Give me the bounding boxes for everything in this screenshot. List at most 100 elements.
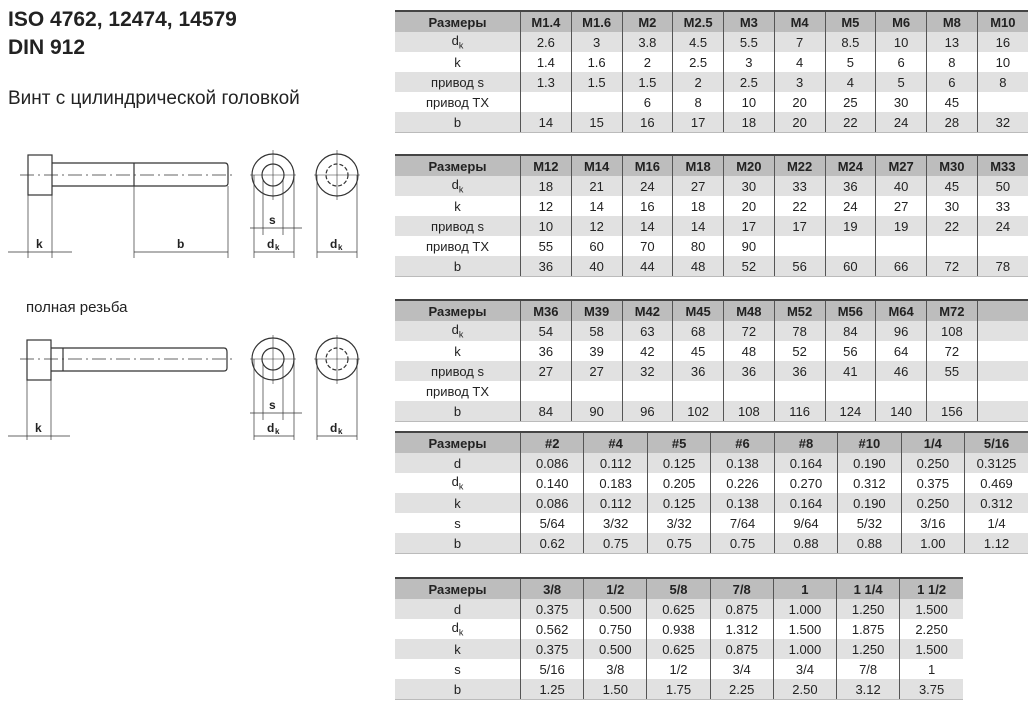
row-label-text: b — [453, 258, 462, 274]
table-cell: 0.312 — [964, 493, 1028, 513]
table-cell: 44 — [621, 256, 673, 277]
row-label-text: d — [451, 322, 459, 338]
table-cell: 2.5 — [723, 72, 775, 92]
row-label: k — [395, 52, 521, 72]
table-cell: 13 — [926, 32, 978, 52]
table-cell: 3/32 — [583, 513, 648, 533]
table-cell: 33 — [773, 176, 825, 196]
dim-dk-sub: k — [275, 427, 280, 436]
table-cell: 0.190 — [837, 493, 902, 513]
table-cell: 5/32 — [837, 513, 902, 533]
row-label-text: s — [454, 515, 461, 531]
table-cell: 96 — [875, 321, 927, 341]
table-cell: 33 — [976, 196, 1028, 216]
dim-dk-label: d — [330, 237, 337, 251]
table-cell: 60 — [570, 236, 622, 256]
column-header: #2 — [519, 431, 584, 453]
table-cell: 20 — [773, 112, 825, 133]
column-header: M39 — [570, 299, 622, 321]
table-cell: 24 — [824, 196, 876, 216]
table-cell: 16 — [621, 196, 673, 216]
row-label-text: b — [453, 114, 462, 130]
table-cell: 0.625 — [646, 599, 711, 619]
table-cell: 0.375 — [519, 639, 584, 659]
column-header: Размеры — [395, 299, 521, 321]
column-header: M3 — [723, 10, 775, 32]
table-cell — [976, 92, 1028, 112]
size-table: Размеры #2 #4 #5 #6 #8 #10 1/4 5/16 d 0.086 0.112 0.… — [395, 431, 1028, 554]
column-header: M27 — [875, 154, 927, 176]
table-row: k 0.375 0.500 0.625 0.875 1.000 1.250 1.500 — [395, 639, 963, 659]
row-label: привод TX — [395, 381, 521, 401]
partial-thread-screw-drawing — [8, 154, 235, 258]
table-cell: 0.112 — [583, 493, 648, 513]
table-cell — [824, 236, 876, 256]
table-cell: 0.250 — [900, 493, 965, 513]
column-header: M20 — [723, 154, 775, 176]
row-label-text: b — [453, 403, 462, 419]
table-cell: 0.3125 — [964, 453, 1028, 473]
column-header: 1 — [772, 577, 837, 599]
table-cell: 42 — [621, 341, 673, 361]
table-cell: 36 — [824, 176, 876, 196]
row-label-text: k — [454, 198, 461, 214]
table-cell: 72 — [723, 321, 775, 341]
title-din: DIN 912 — [8, 36, 86, 59]
table-cell: 6 — [875, 52, 927, 72]
column-header: M72 — [926, 299, 978, 321]
table-cell: 0.875 — [709, 639, 774, 659]
table-row: dk 2.6 3 3.8 4.5 5.5 7 8.5 10 13 16 — [395, 32, 1028, 52]
table-row: k 12 14 16 18 20 22 24 27 30 33 — [395, 196, 1028, 216]
dim-b-label: b — [177, 237, 184, 251]
table-cell: 24 — [875, 112, 927, 133]
table-cell: 0.183 — [583, 473, 648, 493]
table-cell: 124 — [824, 401, 876, 422]
row-label: привод s — [395, 361, 521, 381]
table-cell: 1.250 — [836, 639, 900, 659]
table-row: b 14 15 16 17 18 20 22 24 28 32 — [395, 112, 1028, 133]
table-cell: 8 — [976, 72, 1028, 92]
table-cell: 20 — [773, 92, 825, 112]
table-cell: 0.125 — [646, 493, 711, 513]
table-cell: 5 — [824, 52, 876, 72]
table-cell: 78 — [773, 321, 825, 341]
table-cell: 0.312 — [837, 473, 902, 493]
table-cell: 0.086 — [519, 493, 584, 513]
column-header: M2.5 — [672, 10, 724, 32]
table-cell: 2 — [672, 72, 724, 92]
column-header: M16 — [621, 154, 673, 176]
row-label-text: привод TX — [425, 238, 490, 254]
table-cell: 14 — [621, 216, 673, 236]
table-cell: 8.5 — [824, 32, 876, 52]
row-label: k — [395, 493, 521, 513]
table-cell: 24 — [621, 176, 673, 196]
table-cell: 22 — [824, 112, 876, 133]
full-thread-screw-drawing — [8, 339, 235, 440]
row-label: b — [395, 679, 521, 700]
row-label: s — [395, 513, 521, 533]
table-cell: 0.138 — [710, 493, 775, 513]
row-label-subscript: k — [458, 184, 464, 195]
table-cell: 2.5 — [672, 52, 724, 72]
table-cell: 84 — [824, 321, 876, 341]
full-thread-label: полная резьба — [26, 299, 128, 316]
table-cell: 0.500 — [583, 599, 647, 619]
table-cell: 12 — [570, 216, 622, 236]
column-header: M18 — [672, 154, 724, 176]
table-cell: 108 — [926, 321, 978, 341]
column-header: M45 — [672, 299, 724, 321]
table-cell: 2.25 — [709, 679, 774, 700]
table-cell: 0.375 — [900, 473, 965, 493]
table-cell — [723, 381, 775, 401]
table-cell — [773, 236, 825, 256]
row-label: dk — [395, 176, 521, 196]
column-header: M2 — [621, 10, 673, 32]
table-cell: 108 — [723, 401, 775, 422]
table-cell: 72 — [926, 341, 978, 361]
table-cell: 15 — [570, 112, 622, 133]
table-cell: 45 — [926, 176, 978, 196]
table-cell: 30 — [875, 92, 927, 112]
table-cell: 46 — [875, 361, 927, 381]
column-header — [976, 299, 1028, 321]
column-header: 7/8 — [709, 577, 774, 599]
